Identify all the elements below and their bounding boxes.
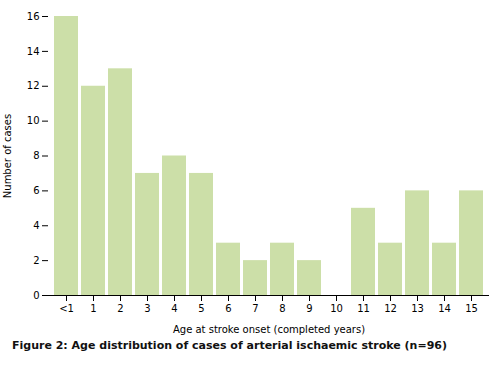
svg-text:4: 4 [33, 220, 39, 231]
svg-text:14: 14 [438, 303, 451, 314]
svg-text:5: 5 [198, 303, 204, 314]
svg-text:7: 7 [252, 303, 258, 314]
svg-text:16: 16 [27, 11, 40, 22]
svg-text:10: 10 [330, 303, 343, 314]
svg-text:15: 15 [465, 303, 478, 314]
html-text:Figure 2: Age distribution of: Figure 2: Age distribution of cases of a… [12, 339, 447, 352]
svg-text:4: 4 [171, 303, 177, 314]
svg-text:1: 1 [90, 303, 96, 314]
svg-text:6: 6 [225, 303, 231, 314]
svg-text:0: 0 [33, 290, 39, 301]
svg-text:10: 10 [27, 115, 40, 126]
svg-text:8: 8 [279, 303, 285, 314]
svg-text:Number of cases: Number of cases [2, 114, 13, 198]
svg-text:6: 6 [33, 185, 39, 196]
svg-text:14: 14 [27, 46, 40, 57]
svg-text:2: 2 [33, 255, 39, 266]
svg-text:2: 2 [117, 303, 123, 314]
svg-text:12: 12 [384, 303, 397, 314]
svg-text:9: 9 [306, 303, 312, 314]
svg-text:13: 13 [411, 303, 424, 314]
svg-text:Age at stroke onset (completed: Age at stroke onset (completed years) [173, 324, 365, 335]
svg-text:3: 3 [144, 303, 150, 314]
svg-text:8: 8 [33, 150, 39, 161]
svg-text:11: 11 [357, 303, 370, 314]
svg-text:12: 12 [27, 80, 40, 91]
svg-text:<1: <1 [59, 303, 74, 314]
